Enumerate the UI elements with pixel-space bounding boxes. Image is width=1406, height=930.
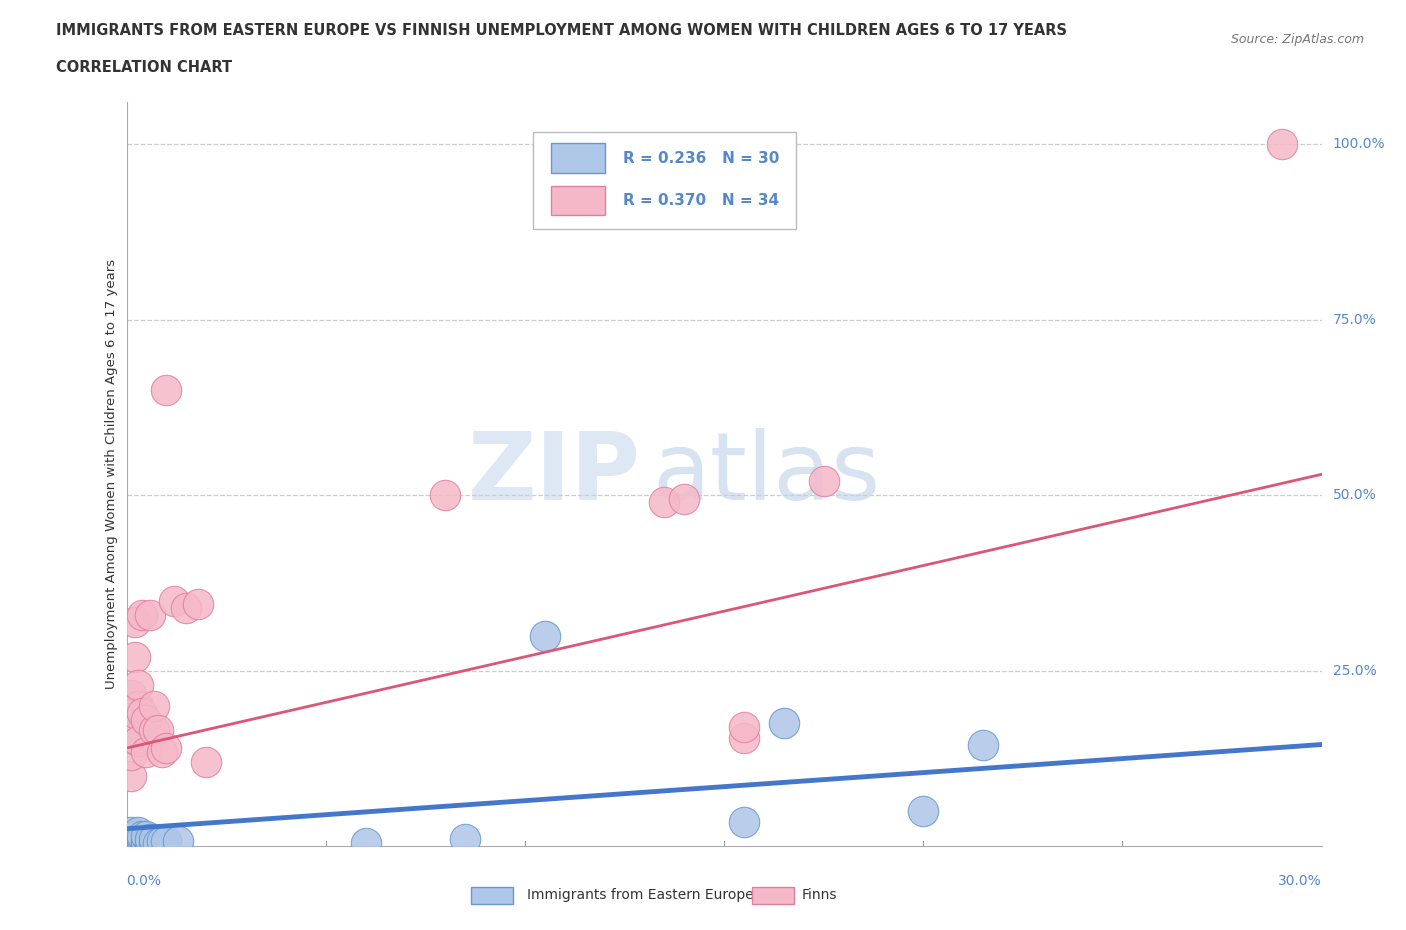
Text: R = 0.236   N = 30: R = 0.236 N = 30 bbox=[623, 151, 779, 166]
Point bbox=[143, 698, 166, 713]
Text: Immigrants from Eastern Europe: Immigrants from Eastern Europe bbox=[527, 887, 754, 902]
Text: 0.0%: 0.0% bbox=[127, 874, 162, 888]
Point bbox=[131, 829, 153, 844]
Y-axis label: Unemployment Among Women with Children Ages 6 to 17 years: Unemployment Among Women with Children A… bbox=[105, 259, 118, 689]
Text: 75.0%: 75.0% bbox=[1333, 312, 1376, 326]
Point bbox=[454, 831, 477, 846]
Point bbox=[773, 716, 796, 731]
FancyBboxPatch shape bbox=[533, 132, 796, 229]
Point bbox=[120, 825, 142, 840]
Point bbox=[120, 831, 142, 846]
Point bbox=[143, 835, 166, 850]
Point bbox=[139, 835, 162, 850]
Text: Finns: Finns bbox=[801, 887, 837, 902]
Point bbox=[131, 831, 153, 846]
Point bbox=[354, 835, 377, 850]
Point bbox=[155, 833, 177, 848]
Point bbox=[148, 835, 170, 850]
Point bbox=[120, 835, 142, 850]
FancyBboxPatch shape bbox=[551, 143, 605, 173]
Point bbox=[155, 740, 177, 755]
Point bbox=[127, 831, 149, 846]
Point bbox=[533, 629, 555, 644]
Point bbox=[124, 649, 146, 664]
Text: 50.0%: 50.0% bbox=[1333, 488, 1376, 502]
Point bbox=[120, 769, 142, 784]
Text: CORRELATION CHART: CORRELATION CHART bbox=[56, 60, 232, 75]
Point bbox=[127, 734, 149, 749]
Point bbox=[813, 474, 835, 489]
Point bbox=[120, 730, 142, 745]
Point bbox=[124, 706, 146, 721]
Point bbox=[131, 607, 153, 622]
Point bbox=[139, 607, 162, 622]
Text: Source: ZipAtlas.com: Source: ZipAtlas.com bbox=[1230, 33, 1364, 46]
Point bbox=[912, 804, 935, 818]
Point bbox=[195, 754, 218, 769]
Point bbox=[127, 835, 149, 850]
Point bbox=[124, 835, 146, 850]
Point bbox=[187, 597, 209, 612]
Text: 30.0%: 30.0% bbox=[1278, 874, 1322, 888]
Text: IMMIGRANTS FROM EASTERN EUROPE VS FINNISH UNEMPLOYMENT AMONG WOMEN WITH CHILDREN: IMMIGRANTS FROM EASTERN EUROPE VS FINNIS… bbox=[56, 23, 1067, 38]
Text: 25.0%: 25.0% bbox=[1333, 664, 1376, 678]
Point bbox=[124, 730, 146, 745]
Point bbox=[167, 833, 190, 848]
Point bbox=[124, 829, 146, 844]
Point bbox=[163, 593, 186, 608]
Point bbox=[127, 677, 149, 692]
Point bbox=[143, 831, 166, 846]
Point bbox=[174, 600, 197, 615]
Point bbox=[120, 688, 142, 703]
Point bbox=[673, 491, 696, 506]
Text: ZIP: ZIP bbox=[468, 429, 640, 520]
Point bbox=[120, 698, 142, 713]
Point bbox=[733, 720, 755, 735]
Point bbox=[972, 737, 994, 752]
Point bbox=[733, 730, 755, 745]
Point bbox=[124, 614, 146, 629]
Point bbox=[124, 831, 146, 846]
Point bbox=[434, 488, 457, 503]
Point bbox=[131, 706, 153, 721]
Point bbox=[1271, 137, 1294, 152]
Point bbox=[127, 825, 149, 840]
Point bbox=[148, 723, 170, 737]
Point bbox=[120, 748, 142, 763]
Point bbox=[155, 382, 177, 397]
Point bbox=[150, 833, 174, 848]
Point bbox=[135, 833, 157, 848]
Text: R = 0.370   N = 34: R = 0.370 N = 34 bbox=[623, 193, 779, 208]
Point bbox=[652, 495, 675, 510]
Point bbox=[127, 698, 149, 713]
Point bbox=[135, 712, 157, 727]
Text: 100.0%: 100.0% bbox=[1333, 138, 1385, 152]
Point bbox=[143, 723, 166, 737]
Point bbox=[150, 744, 174, 759]
FancyBboxPatch shape bbox=[551, 186, 605, 216]
Text: atlas: atlas bbox=[652, 429, 880, 520]
Point bbox=[135, 829, 157, 844]
Point bbox=[139, 831, 162, 846]
Point bbox=[135, 837, 157, 852]
Point bbox=[733, 815, 755, 830]
Point bbox=[135, 744, 157, 759]
Point bbox=[131, 835, 153, 850]
